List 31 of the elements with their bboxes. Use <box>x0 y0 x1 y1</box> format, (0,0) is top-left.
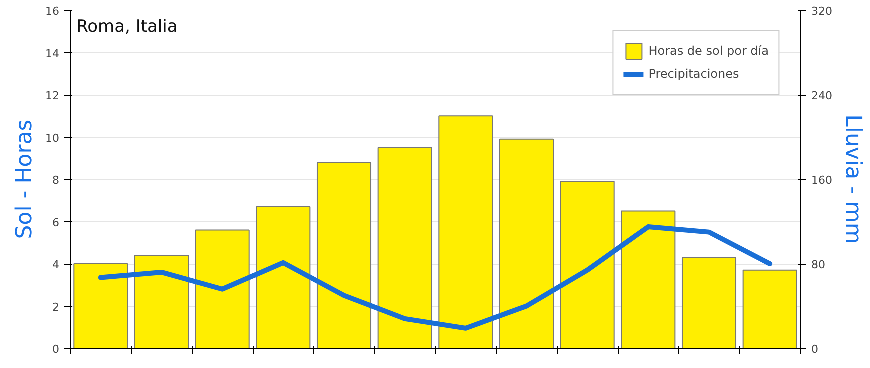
y2-tick-label: 160 <box>812 174 832 187</box>
y2-tick-label: 320 <box>812 5 832 18</box>
y2-tick-label: 80 <box>812 258 826 272</box>
y-tick-label: 6 <box>52 216 60 230</box>
y-tick-label: 0 <box>52 343 60 356</box>
bar <box>195 230 250 348</box>
y-tick-label: 10 <box>46 132 60 145</box>
y2-tick-label: 240 <box>812 90 832 102</box>
y-tick-label: 12 <box>46 90 60 102</box>
bar <box>560 181 615 348</box>
legend-label: Precipitaciones <box>648 67 740 81</box>
bar <box>742 270 798 348</box>
bar <box>256 206 311 348</box>
y-tick-label: 2 <box>52 300 60 314</box>
bar <box>378 147 432 348</box>
y-tick-label: 14 <box>46 47 60 60</box>
bar <box>438 116 494 348</box>
bar <box>682 257 737 348</box>
bar <box>621 210 676 348</box>
chart-title: Roma, Italia <box>76 16 178 37</box>
y-tick-label: 16 <box>46 5 60 18</box>
bar <box>499 138 554 348</box>
legend-label: Horas de sol por día <box>648 44 769 58</box>
bar <box>74 264 128 348</box>
y-axis-title: Sol - Horas <box>12 120 38 240</box>
bar <box>134 255 190 348</box>
bar <box>316 162 372 348</box>
y2-tick-label: 0 <box>812 343 818 356</box>
y2-axis-title: Lluvia - mm <box>840 114 866 244</box>
y-tick-label: 4 <box>52 258 60 272</box>
y-tick-label: 8 <box>52 174 60 187</box>
